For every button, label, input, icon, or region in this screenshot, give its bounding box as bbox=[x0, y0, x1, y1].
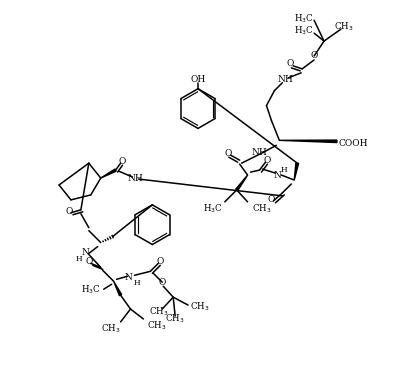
Text: CH$_3$: CH$_3$ bbox=[252, 203, 271, 215]
Text: O: O bbox=[119, 157, 126, 166]
Text: O: O bbox=[85, 257, 92, 266]
Text: OH: OH bbox=[190, 75, 206, 84]
Text: H: H bbox=[281, 166, 288, 174]
Text: NH: NH bbox=[277, 75, 293, 84]
Text: H$_3$C: H$_3$C bbox=[81, 284, 101, 297]
Text: O: O bbox=[156, 257, 164, 266]
Text: H: H bbox=[75, 255, 82, 264]
Text: NH: NH bbox=[252, 148, 267, 157]
Text: O: O bbox=[264, 156, 271, 165]
Text: COOH: COOH bbox=[339, 139, 368, 148]
Text: H: H bbox=[133, 279, 140, 287]
Text: NH: NH bbox=[128, 174, 143, 182]
Text: O: O bbox=[310, 51, 318, 61]
Text: CH$_3$: CH$_3$ bbox=[334, 21, 354, 33]
Polygon shape bbox=[279, 140, 337, 142]
Text: O: O bbox=[286, 59, 294, 68]
Text: CH$_3$: CH$_3$ bbox=[190, 301, 209, 313]
Text: H$_3$C: H$_3$C bbox=[203, 203, 223, 215]
Text: N: N bbox=[82, 248, 90, 257]
Text: N: N bbox=[274, 171, 281, 179]
Text: O: O bbox=[158, 278, 166, 287]
Text: N: N bbox=[125, 273, 132, 282]
Text: CH$_3$: CH$_3$ bbox=[165, 313, 185, 325]
Text: H$_3$C: H$_3$C bbox=[294, 12, 314, 25]
Text: O: O bbox=[224, 149, 231, 158]
Text: O: O bbox=[65, 207, 73, 216]
Polygon shape bbox=[114, 281, 122, 296]
Text: H$_3$C: H$_3$C bbox=[294, 25, 314, 37]
Text: O: O bbox=[268, 195, 275, 204]
Text: CH$_3$: CH$_3$ bbox=[149, 306, 168, 318]
Polygon shape bbox=[101, 169, 116, 178]
Polygon shape bbox=[294, 163, 299, 180]
Text: CH$_3$: CH$_3$ bbox=[101, 323, 120, 335]
Polygon shape bbox=[236, 175, 248, 191]
Text: CH$_3$: CH$_3$ bbox=[147, 320, 167, 332]
